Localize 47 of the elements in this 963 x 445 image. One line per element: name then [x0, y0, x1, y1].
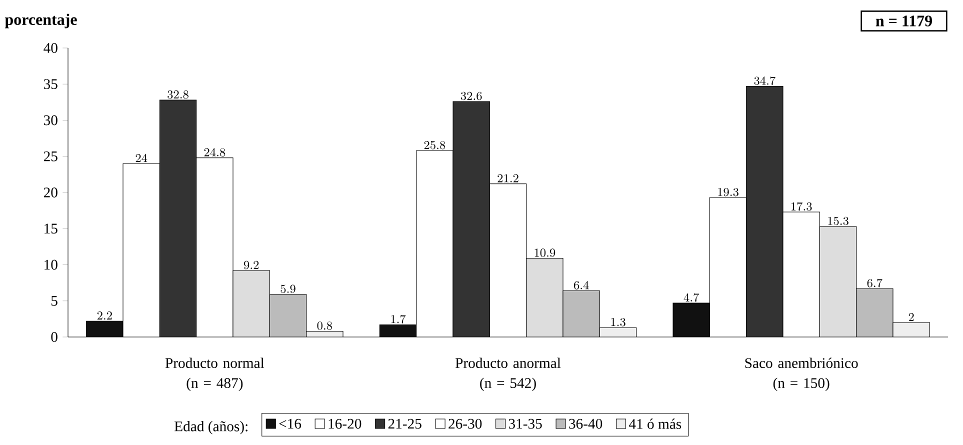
data-label: 32.6: [460, 92, 482, 100]
data-label: 5.9: [280, 284, 296, 294]
data-label: 24.8: [204, 148, 226, 156]
legend-label: <16: [279, 418, 302, 429]
y-axis-title: porcentaje: [4, 14, 77, 28]
data-label: 25.8: [424, 140, 446, 150]
y-tick-label: 0: [51, 332, 58, 342]
data-label: 10.9: [534, 248, 556, 257]
data-label: 19.3: [718, 188, 738, 196]
legend-label: 36-40: [569, 418, 602, 429]
data-label: 2: [908, 312, 914, 321]
bar: [233, 270, 270, 337]
legend-title: Edad (años):: [174, 421, 248, 434]
y-tick-label: 40: [44, 43, 58, 53]
data-label: 2.2: [97, 312, 112, 320]
data-label: 6.7: [867, 278, 882, 288]
data-label: 6.4: [574, 281, 589, 290]
data-label: 1 .7: [391, 314, 406, 324]
data-label: 1 .3: [611, 318, 626, 326]
y-tick-label: 15: [44, 224, 58, 234]
legend-label: 21-25: [388, 418, 422, 429]
y-tick-label: 25: [44, 151, 58, 162]
legend-label: 41 ó más: [628, 418, 682, 429]
data-label: 17.3: [791, 202, 812, 211]
text: n = 1179: [876, 16, 932, 26]
y-tick-label: 20: [44, 188, 58, 198]
x-tick-label: Producto normal (n = 487): [165, 358, 264, 391]
y-tick-label: 30: [44, 115, 58, 126]
bar: [892, 322, 930, 337]
x-tick-label: Producto anormal (n = 542): [455, 358, 561, 391]
bar: [819, 226, 857, 337]
legend-label: 16-20: [328, 418, 362, 429]
data-label: 34.7: [754, 76, 776, 85]
data-label: 4.7: [684, 293, 700, 302]
x-tick-label: Saco anembriónico (n = 150): [745, 358, 858, 392]
data-label: 32.8: [168, 90, 188, 99]
data-label: 15.3: [828, 216, 848, 226]
legend-label: 26-30: [448, 418, 482, 429]
data-label: 9.2: [244, 260, 259, 270]
data-label: 24: [136, 154, 148, 162]
y-tick-label: 10: [44, 260, 58, 270]
y-tick-label: 35: [44, 79, 58, 90]
data-label: 21 .2: [498, 174, 518, 182]
y-tick-label: 5: [51, 296, 58, 306]
data-label: 0.8: [317, 322, 332, 330]
bar: [526, 258, 564, 337]
legend-label: 31-35: [508, 418, 542, 429]
